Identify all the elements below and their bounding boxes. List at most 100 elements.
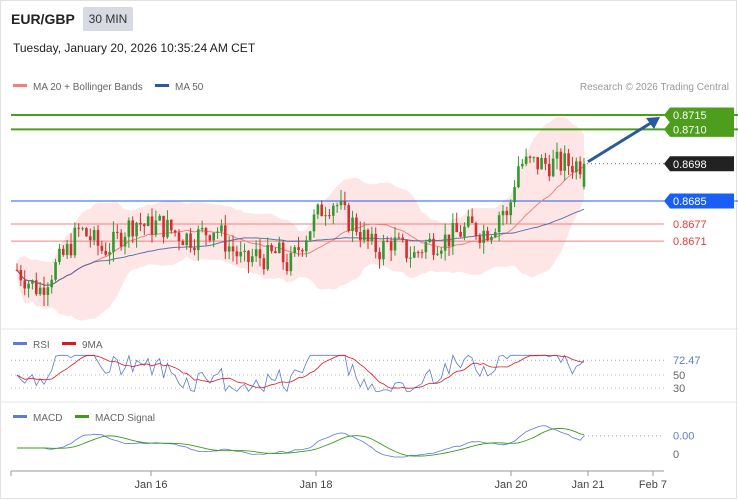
candle bbox=[362, 221, 366, 244]
x-axis: Jan 16 Jan 18 Jan 20 Jan 21 Feb 7 bbox=[10, 471, 667, 491]
candle-body bbox=[27, 283, 30, 289]
candle-body bbox=[308, 231, 312, 241]
candle bbox=[478, 233, 482, 249]
candle bbox=[563, 145, 567, 181]
candle bbox=[73, 222, 77, 259]
candle-body bbox=[254, 249, 258, 257]
candle-body bbox=[92, 230, 96, 241]
moving-averages bbox=[16, 166, 585, 286]
candle bbox=[432, 233, 435, 261]
timeframe-button[interactable]: 30 MIN bbox=[83, 7, 133, 31]
candle bbox=[293, 245, 297, 257]
price-tag-shape bbox=[664, 156, 734, 172]
price-level-labels: 0.8715 0.8710 0.8698 0.8685 0.8677 0.8671 bbox=[664, 107, 734, 248]
candle bbox=[158, 213, 162, 221]
candle bbox=[490, 235, 493, 245]
candle-body bbox=[447, 234, 451, 247]
candle-body bbox=[96, 230, 100, 246]
candle-body bbox=[559, 151, 563, 171]
candle-body bbox=[258, 249, 262, 259]
candle-body bbox=[382, 240, 385, 260]
rsi-axis-label: 72.47 bbox=[673, 355, 701, 367]
candle-body bbox=[567, 153, 570, 166]
candle-body bbox=[324, 215, 327, 217]
candle-body bbox=[65, 243, 69, 255]
candle-body bbox=[277, 242, 281, 254]
candle bbox=[200, 220, 204, 233]
candle bbox=[85, 227, 88, 237]
candle bbox=[135, 221, 138, 248]
candle-body bbox=[482, 230, 486, 243]
candle-body bbox=[490, 236, 493, 241]
candle bbox=[50, 274, 54, 294]
candle-body bbox=[189, 233, 192, 248]
candle bbox=[540, 154, 543, 170]
candle-body bbox=[38, 287, 42, 295]
candle-body bbox=[574, 161, 578, 173]
candle-body bbox=[77, 227, 81, 229]
candle-body bbox=[362, 229, 366, 241]
candle-body bbox=[540, 157, 543, 170]
ma20-legend-label: MA 20 + Bollinger Bands bbox=[33, 82, 143, 93]
candle bbox=[436, 246, 439, 256]
candle bbox=[497, 211, 501, 242]
candle bbox=[227, 236, 231, 260]
credit-text: Research © 2026 Trading Central bbox=[580, 82, 729, 93]
candle bbox=[343, 191, 347, 210]
candle bbox=[355, 213, 358, 236]
candle-body bbox=[212, 232, 216, 241]
candle-body bbox=[439, 250, 443, 254]
candle-body bbox=[358, 232, 362, 241]
candle bbox=[385, 236, 389, 243]
x-tick-label: Jan 16 bbox=[134, 479, 167, 491]
candle bbox=[19, 264, 23, 287]
candle bbox=[142, 222, 146, 236]
ma20-legend-swatch bbox=[13, 84, 27, 87]
bollinger-bands bbox=[17, 117, 584, 321]
candle bbox=[23, 270, 27, 296]
candle-body bbox=[301, 250, 304, 252]
candle-body bbox=[123, 236, 127, 247]
candle-body bbox=[532, 157, 536, 159]
candle bbox=[459, 224, 462, 238]
candle bbox=[166, 210, 169, 239]
candle bbox=[567, 148, 570, 176]
symbol-title: EUR/GBP bbox=[11, 11, 75, 27]
candle bbox=[104, 242, 108, 257]
candle bbox=[389, 236, 393, 262]
candle-body bbox=[416, 252, 420, 254]
price-tag-shape bbox=[664, 121, 734, 137]
candle bbox=[270, 243, 273, 254]
candle bbox=[501, 204, 505, 226]
candle-body bbox=[312, 214, 316, 232]
candle bbox=[277, 236, 281, 254]
candle bbox=[42, 276, 46, 307]
bollinger-band-area bbox=[17, 117, 584, 321]
candle-body bbox=[316, 204, 320, 215]
price-tag: 0.8710 bbox=[664, 121, 734, 137]
macd-signal-legend-swatch bbox=[75, 415, 89, 418]
candle-body bbox=[270, 245, 273, 252]
candle-body bbox=[501, 210, 505, 216]
candle bbox=[235, 245, 239, 265]
price-label: 0.8698 bbox=[673, 159, 707, 171]
candle-body bbox=[351, 217, 354, 232]
candle-body bbox=[181, 241, 185, 246]
candle-body bbox=[343, 200, 347, 206]
candle-body bbox=[243, 250, 246, 252]
candle bbox=[81, 226, 84, 231]
candle bbox=[266, 237, 270, 272]
candle-body bbox=[513, 187, 516, 203]
candle-body bbox=[547, 163, 551, 177]
ma50-line bbox=[16, 208, 585, 286]
candle-body bbox=[112, 231, 115, 252]
candle-body bbox=[146, 216, 150, 227]
candle-body bbox=[497, 215, 501, 233]
candle-body bbox=[115, 231, 119, 233]
rsi-line bbox=[16, 354, 585, 393]
candle bbox=[320, 200, 324, 217]
candle-body bbox=[424, 242, 428, 253]
price-tag: 0.8698 bbox=[664, 156, 734, 172]
candle-body bbox=[23, 280, 27, 289]
candle bbox=[439, 247, 443, 259]
